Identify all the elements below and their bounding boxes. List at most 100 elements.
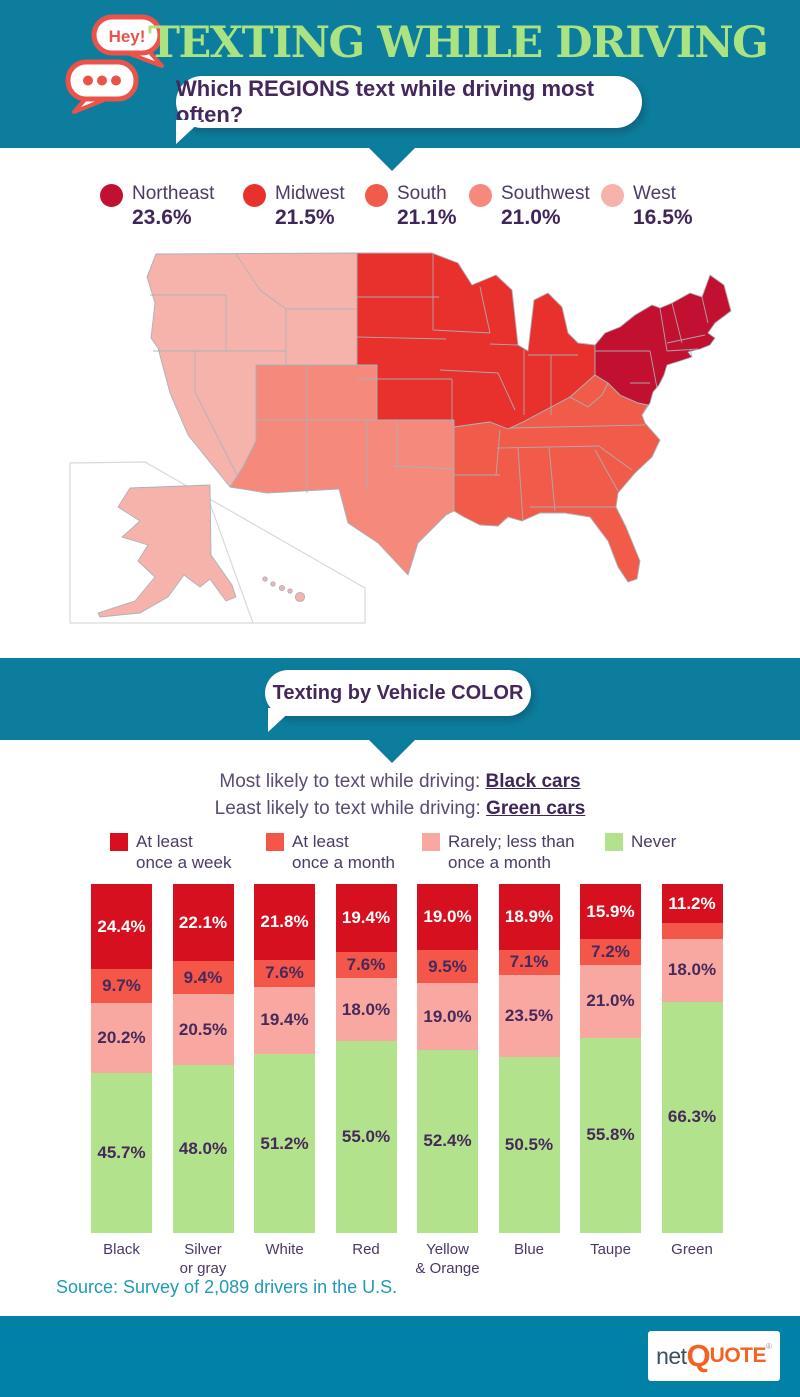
chat-bubbles-icon: Hey!	[64, 12, 176, 119]
bar-blue: 18.9% 7.1% 23.5% 50.5%	[498, 884, 560, 1233]
least-likely-line: Least likely to text while driving: Gree…	[0, 795, 800, 822]
state-borders	[150, 253, 709, 522]
source-note: Source: Survey of 2,089 drivers in the U…	[56, 1277, 398, 1297]
vehicle-color-bubble-text: Texting by Vehicle COLOR	[272, 681, 524, 704]
region-value: 21.5%	[275, 206, 335, 229]
region-legend-item-midwest: Midwest 21.5%	[243, 182, 345, 231]
bar-category-label: Red	[352, 1241, 380, 1258]
map-alaska	[97, 484, 237, 618]
region-legend-item-southwest: Southwest 21.0%	[469, 182, 590, 231]
bar-segment: 52.4%	[417, 1049, 478, 1233]
bar-segment: 21.8%	[254, 884, 315, 961]
legend-swatch	[110, 833, 128, 851]
bar-segment: 7.1%	[498, 949, 560, 975]
region-name: Midwest	[275, 183, 345, 204]
bar-segment: 51.2%	[254, 1054, 315, 1233]
bar-segment: 22.1%	[172, 884, 234, 962]
bar-segment: 20.2%	[91, 1002, 152, 1074]
bar-segment: 18.0%	[661, 938, 723, 1002]
region-value: 21.1%	[397, 206, 457, 229]
bar-category-label: Green	[671, 1241, 713, 1258]
bar-category-label: White	[265, 1241, 304, 1258]
region-value: 23.6%	[132, 206, 192, 229]
bar-category-label: Yellow & Orange	[415, 1241, 480, 1277]
chart-legend-item: At least once a week	[110, 831, 231, 873]
header-band-pointer	[369, 148, 415, 171]
least-likely-label: Least likely to text while driving:	[214, 798, 487, 819]
bar-segment: 15.9%	[580, 884, 641, 940]
region-name: Northeast	[132, 183, 215, 204]
bar-segment: 23.5%	[498, 974, 560, 1057]
region-name: South	[397, 183, 447, 204]
least-likely-value: Green cars	[486, 798, 586, 819]
logo-registered-mark: ®	[766, 1341, 772, 1351]
bar-segment: 48.0%	[172, 1065, 234, 1233]
region-dot	[365, 184, 388, 207]
usa-region-map	[60, 245, 760, 640]
bar-segment: 18.0%	[335, 978, 397, 1042]
vehicle-band-pointer	[369, 740, 415, 763]
bar-segment: 7.6%	[254, 960, 315, 987]
netquote-logo: net Q UOTE ®	[648, 1331, 780, 1381]
most-likely-label: Most likely to text while driving:	[219, 771, 486, 792]
bar-category-label: Silver or gray	[179, 1241, 227, 1277]
bar-segment: 7.6%	[335, 951, 397, 979]
legend-swatch	[422, 833, 440, 851]
page-title: TEXTING WHILE DRIVING	[148, 18, 769, 68]
bar-segment: 45.7%	[91, 1073, 152, 1233]
bar-yellow: 19.0% 9.5% 19.0% 52.4%	[417, 884, 478, 1233]
chart-legend-item: Rarely; less than once a month	[422, 831, 575, 873]
legend-label: Rarely; less than once a month	[448, 832, 575, 872]
bar-segment: 19.4%	[254, 986, 315, 1055]
regions-question-text: Which REGIONS text while driving most of…	[176, 76, 595, 127]
chart-legend: At least once a week At least once a mont…	[0, 831, 800, 879]
region-legend: Northeast 23.6% Midwest 21.5% South 21.1% Sout…	[0, 182, 800, 234]
logo-net-text: net	[656, 1342, 687, 1369]
region-legend-item-northeast: Northeast 23.6%	[100, 182, 214, 231]
legend-swatch	[605, 833, 623, 851]
region-value: 16.5%	[633, 206, 693, 229]
bar-category-label: Black	[103, 1241, 140, 1258]
legend-label: At least once a week	[136, 832, 232, 872]
map-hawaii	[262, 576, 306, 603]
map-region-northeast	[594, 274, 732, 416]
legend-label: At least once a month	[292, 832, 396, 872]
region-legend-item-west: West 16.5%	[601, 182, 693, 231]
bar-segment: 11.2%	[661, 884, 723, 924]
bar-segment: 9.7%	[91, 969, 152, 1003]
bar-segment	[661, 923, 723, 939]
regions-question-bubble: Which REGIONS text while driving most of…	[176, 76, 642, 128]
regions-question-bubble-tail	[176, 120, 202, 144]
stacked-bar-chart: 24.4% 9.7% 20.2% 45.7% 22.1% 9.4% 20.5% 48.0% 21…	[0, 884, 800, 1233]
chart-legend-item: At least once a month	[266, 831, 395, 873]
bar-category-label: Blue	[513, 1241, 545, 1258]
bar-segment: 20.5%	[172, 993, 234, 1066]
region-name: West	[633, 183, 676, 204]
bar-segment: 9.4%	[172, 961, 234, 994]
bar-segment: 55.8%	[580, 1037, 641, 1233]
logo-q-text: Q	[686, 1338, 711, 1373]
bar-segment: 7.2%	[580, 939, 641, 965]
region-dot	[100, 184, 123, 207]
region-dot	[469, 184, 492, 207]
region-dot	[601, 184, 624, 207]
bar-segment: 24.4%	[91, 884, 152, 970]
bar-segment: 19.4%	[335, 884, 397, 952]
bar-segment: 19.0%	[417, 983, 478, 1050]
bar-red: 19.4% 7.6% 18.0% 55.0%	[335, 884, 397, 1233]
bar-segment: 50.5%	[498, 1056, 560, 1233]
likely-lines: Most likely to text while driving: Black…	[0, 768, 800, 822]
hey-text: Hey!	[109, 27, 146, 46]
logo-uote-text: UOTE	[709, 1344, 767, 1367]
bar-segment: 18.9%	[498, 884, 560, 950]
bar-silver: 22.1% 9.4% 20.5% 48.0%	[172, 884, 234, 1233]
legend-swatch	[266, 833, 284, 851]
most-likely-value: Black cars	[485, 771, 581, 792]
vehicle-color-bubble-tail	[268, 708, 294, 732]
bar-white: 21.8% 7.6% 19.4% 51.2%	[254, 884, 315, 1233]
region-name: Southwest	[501, 183, 590, 204]
bar-green: 11.2% 18.0% 66.3%	[661, 884, 723, 1233]
most-likely-line: Most likely to text while driving: Black…	[0, 768, 800, 795]
region-legend-item-south: South 21.1%	[365, 182, 457, 231]
